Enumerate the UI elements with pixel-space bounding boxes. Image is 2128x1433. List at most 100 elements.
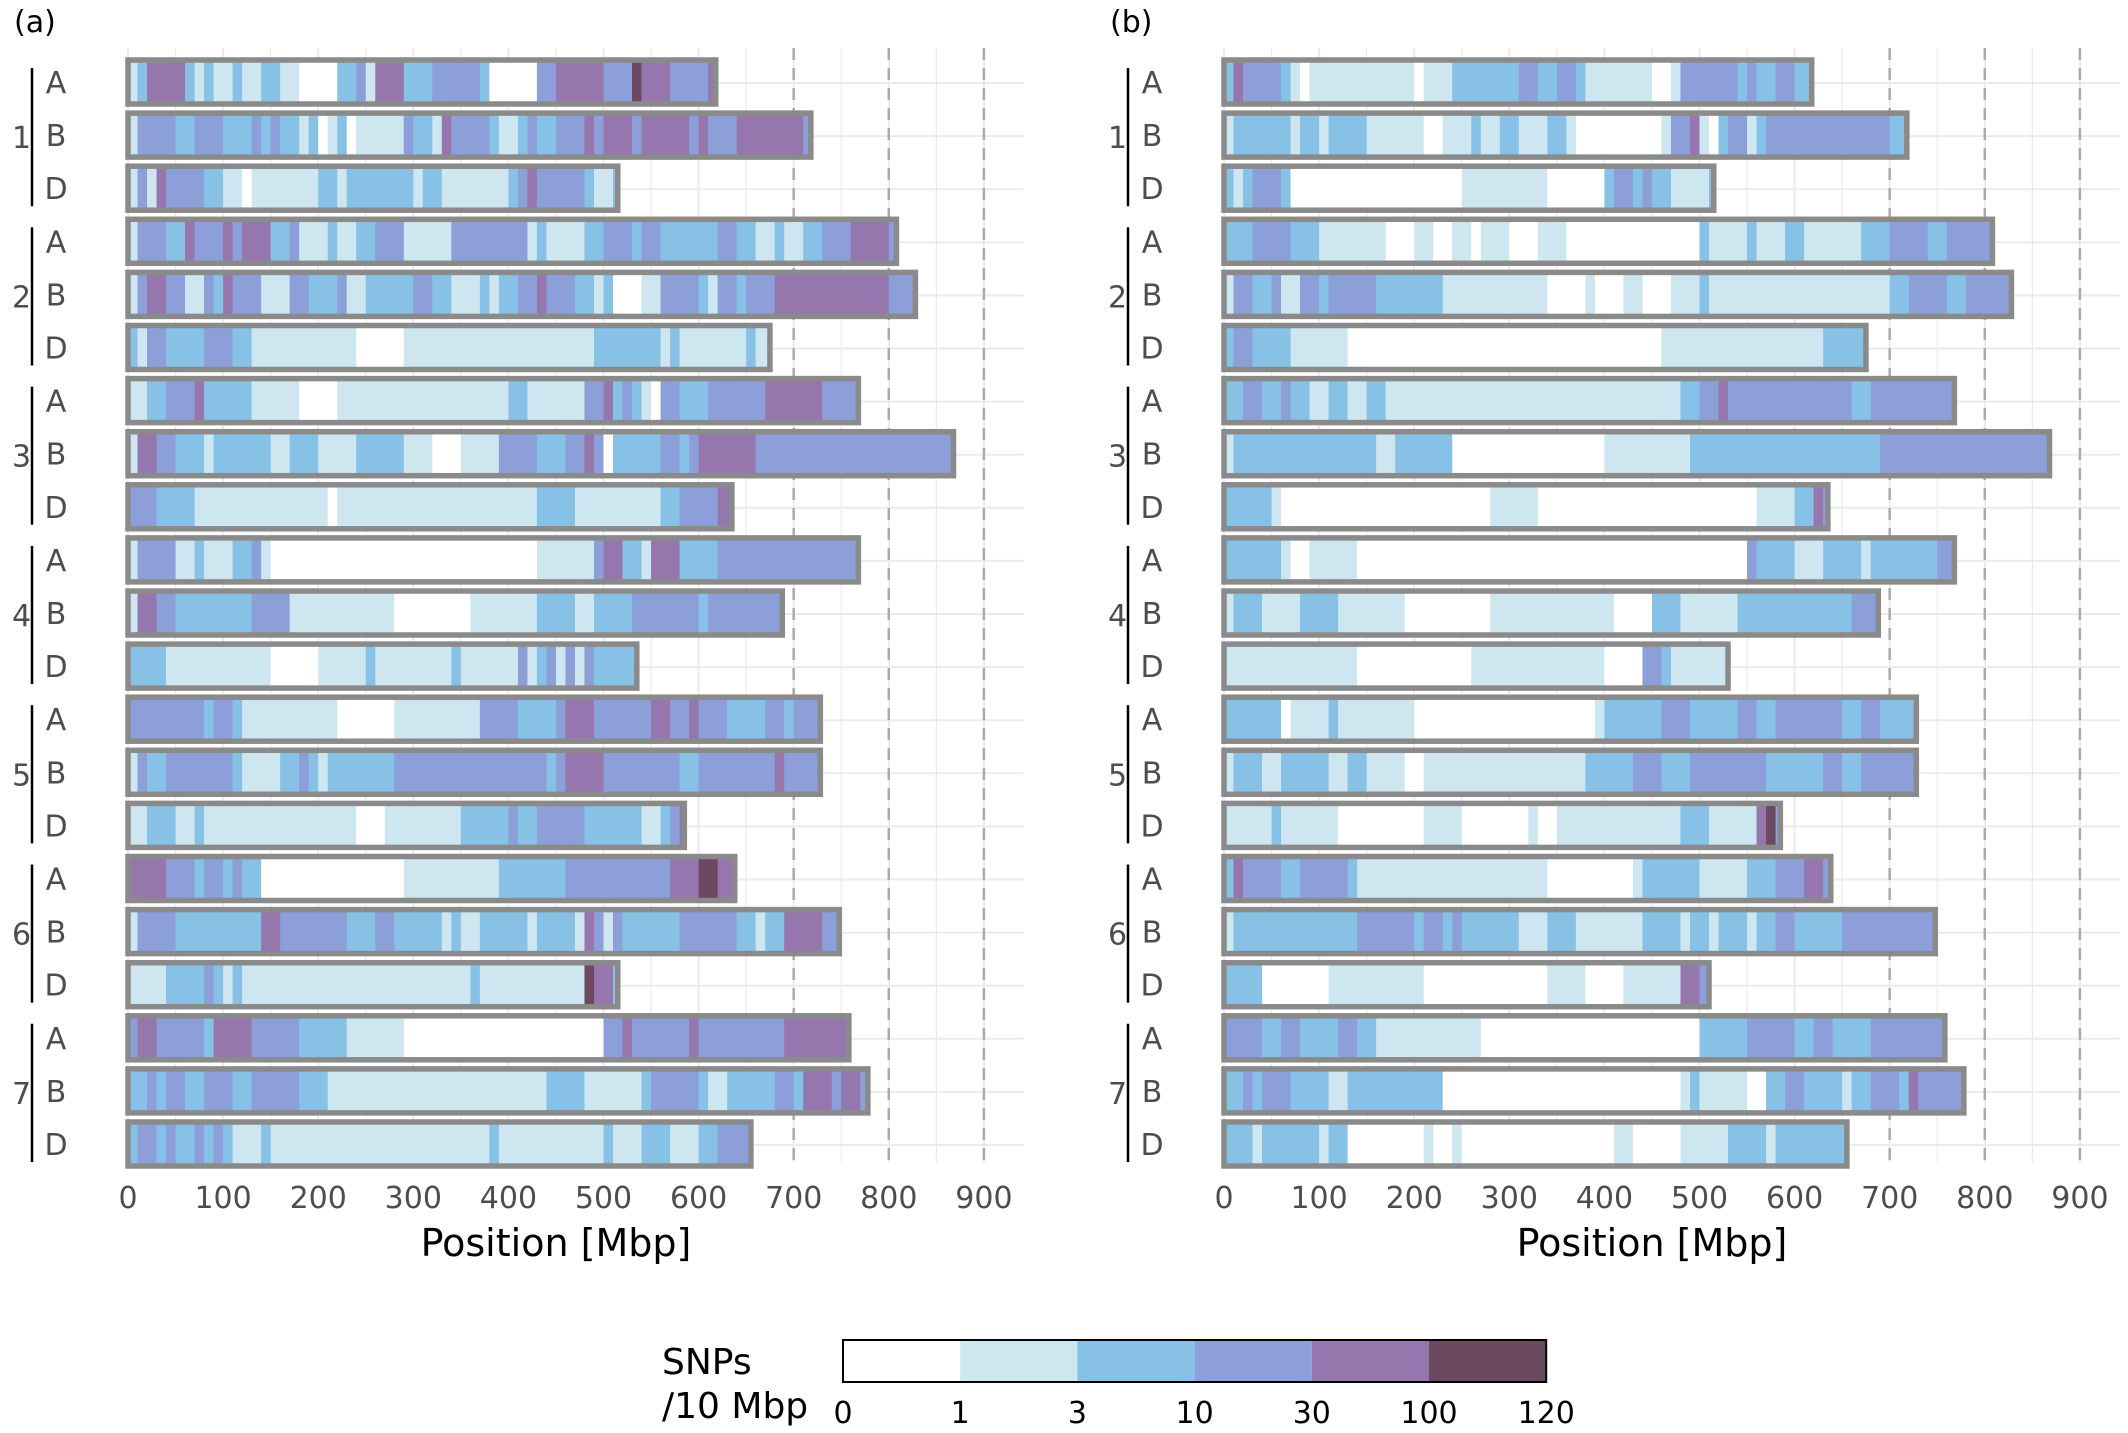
snp-bin — [194, 1122, 205, 1166]
snp-bin — [1376, 325, 1387, 370]
snp-bin — [1366, 272, 1377, 317]
snp-bin — [641, 1122, 652, 1166]
snp-bin — [432, 537, 443, 582]
snp-bin — [1689, 909, 1701, 954]
snp-bin — [489, 378, 500, 423]
snp-bin — [384, 644, 395, 689]
snp-bin — [803, 537, 814, 582]
snp-bin — [147, 537, 158, 582]
snp-bin — [1376, 1015, 1387, 1060]
snp-bin — [1651, 219, 1663, 264]
snp-bin — [1728, 60, 1739, 104]
snp-bin — [1585, 113, 1596, 158]
snp-bin — [508, 1015, 519, 1060]
subgenome-label: A — [46, 225, 67, 260]
snp-bin — [1233, 909, 1244, 954]
snp-bin — [593, 431, 605, 476]
snp-bin — [1766, 909, 1777, 954]
snp-bin — [1233, 591, 1244, 635]
snp-bin — [137, 1122, 148, 1166]
snp-bin — [565, 803, 576, 848]
x-tick-label: 100 — [194, 1181, 251, 1216]
snp-bin — [1243, 272, 1254, 317]
snp-bin — [1804, 697, 1815, 742]
snp-bin — [1709, 750, 1720, 795]
colorbar-title-line2: /10 Mbp — [662, 1386, 808, 1427]
snp-bin — [1604, 272, 1615, 317]
snp-bin — [1594, 378, 1605, 423]
snp-bin — [670, 113, 681, 158]
snp-bin — [1357, 113, 1368, 158]
snp-bin — [1328, 750, 1339, 795]
snp-bin — [574, 803, 586, 848]
snp-bin — [774, 697, 785, 742]
snp-bin — [574, 909, 586, 954]
snp-bin — [593, 909, 605, 954]
snp-bin — [622, 431, 633, 476]
snp-bin — [1233, 166, 1244, 211]
snp-bin — [613, 1068, 624, 1113]
snp-bin — [708, 484, 719, 529]
snp-bin — [299, 909, 310, 954]
snp-bin — [746, 113, 757, 158]
snp-bin — [327, 431, 338, 476]
snp-bin — [327, 1068, 338, 1113]
snp-bin — [1395, 272, 1406, 317]
snp-bin — [1423, 750, 1434, 795]
snp-bin — [270, 219, 281, 264]
snp-bin — [679, 219, 690, 264]
snp-bin — [1414, 166, 1425, 211]
snp-bin — [489, 1015, 500, 1060]
snp-bin — [1452, 1068, 1463, 1113]
snp-bin — [308, 219, 319, 264]
chromosome-outline — [1221, 959, 1712, 1010]
snp-bin — [574, 856, 586, 901]
snp-bin — [1319, 962, 1330, 1007]
snp-bin — [204, 697, 215, 742]
snp-bin — [1804, 219, 1815, 264]
chromosome-outline — [125, 1119, 754, 1169]
snp-bin — [356, 537, 367, 582]
snp-bin — [375, 166, 386, 211]
snp-bin — [1908, 378, 1919, 423]
snp-bin — [175, 431, 186, 476]
snp-bin — [1889, 909, 1900, 954]
snp-bin — [413, 856, 424, 901]
chromosome-6A: A — [1142, 853, 1834, 904]
snp-bin — [1689, 962, 1701, 1007]
snp-bin — [632, 325, 643, 370]
snp-bin — [384, 166, 395, 211]
snp-bin — [1832, 1068, 1843, 1113]
snp-bin — [147, 378, 158, 423]
snp-bin — [432, 166, 443, 211]
snp-bin — [327, 962, 338, 1007]
snp-bin — [261, 378, 272, 423]
snp-bin — [1623, 1068, 1634, 1113]
chromosome-7A: A — [1142, 1013, 1948, 1063]
snp-bin — [1547, 537, 1558, 582]
chromosome-5D: D — [44, 800, 688, 851]
snp-bin — [536, 113, 548, 158]
snp-bin — [1632, 484, 1644, 529]
snp-bin — [479, 219, 490, 264]
snp-bin — [1281, 219, 1292, 264]
snp-bin — [289, 697, 300, 742]
snp-bin — [822, 1068, 833, 1113]
snp-bin — [498, 272, 509, 317]
snp-bin — [1490, 431, 1501, 476]
snp-bin — [1670, 962, 1682, 1007]
snp-bin — [1604, 591, 1615, 635]
snp-bin — [1461, 644, 1472, 689]
snp-bin — [774, 909, 785, 954]
snp-bin — [679, 856, 690, 901]
snp-bin — [1309, 1068, 1320, 1113]
snp-bin — [251, 962, 262, 1007]
snp-bin — [166, 219, 177, 264]
snp-bin — [1461, 166, 1472, 211]
snp-bin — [812, 378, 823, 423]
snp-bin — [1651, 750, 1663, 795]
snp-bin — [1604, 166, 1615, 211]
snp-bin — [1566, 962, 1577, 1007]
snp-bin — [261, 325, 272, 370]
snp-bin — [403, 166, 414, 211]
